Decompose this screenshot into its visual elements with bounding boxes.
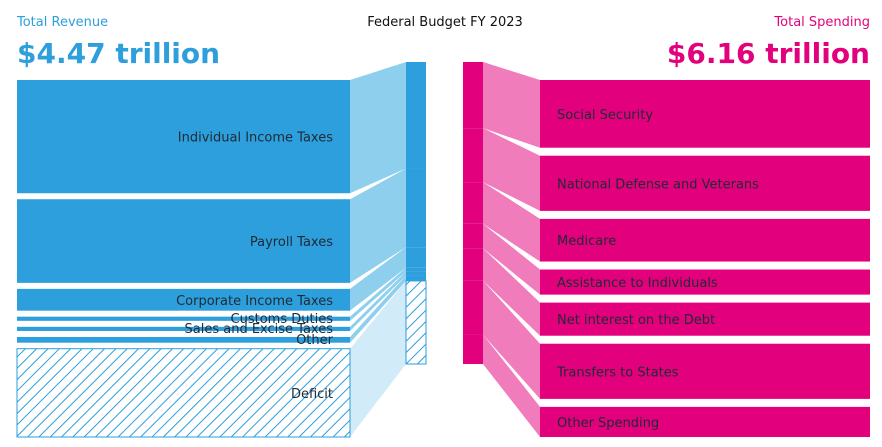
flow-assistance-to-individuals: [483, 223, 540, 295]
label-customs-duties: Customs Duties: [231, 312, 334, 327]
label-other: Other: [296, 333, 334, 348]
stack-national-defense-and-veterans: [463, 128, 483, 183]
stack-other: [406, 275, 426, 281]
bar-other: [17, 336, 350, 343]
bar-deficit: [16, 348, 351, 438]
label-transfers-to-states: Transfers to States: [556, 365, 679, 380]
bar-customs-duties: [17, 316, 350, 321]
stack-customs-duties: [406, 267, 426, 272]
bar-corporate-income-taxes: [17, 288, 350, 311]
stack-assistance-to-individuals: [463, 223, 483, 249]
flow-net-interest-on-the-debt: [483, 248, 540, 336]
flow-deficit: [350, 280, 406, 437]
bar-transfers-to-states: [540, 343, 870, 399]
flow-medicare: [483, 182, 540, 262]
category-labels: Individual Income Taxes Payroll Taxes Corp…: [176, 108, 759, 431]
label-other-spending: Other Spending: [557, 416, 659, 431]
label-national-defense-and-veterans: National Defense and Veterans: [557, 177, 759, 192]
stack-other-spending: [463, 334, 483, 364]
bar-net-interest-on-the-debt: [540, 302, 870, 336]
label-medicare: Medicare: [557, 234, 616, 249]
stack-corporate-income-taxes: [406, 247, 426, 268]
stack-individual-income-taxes: [406, 62, 426, 169]
label-net-interest-on-the-debt: Net interest on the Debt: [557, 313, 715, 328]
stack-deficit: [405, 280, 427, 365]
label-individual-income-taxes: Individual Income Taxes: [178, 131, 333, 146]
bar-payroll-taxes: [17, 199, 350, 283]
label-corporate-income-taxes: Corporate Income Taxes: [176, 294, 333, 309]
chart-title: Federal Budget FY 2023: [367, 15, 523, 30]
flow-other: [350, 275, 406, 343]
stack-medicare: [463, 182, 483, 224]
flow-other-spending: [483, 334, 540, 437]
bar-national-defense-and-veterans: [540, 155, 870, 211]
stack-payroll-taxes: [406, 168, 426, 248]
spending-flows: [483, 62, 540, 437]
flow-payroll-taxes: [350, 168, 406, 283]
stack-sales-and-excise-taxes: [406, 271, 426, 276]
stack-transfers-to-states: [463, 280, 483, 335]
total-revenue-value: $4.47 trillion: [17, 37, 220, 70]
total-revenue-label: Total Revenue: [16, 15, 108, 30]
spending-bars: [463, 62, 870, 437]
flow-individual-income-taxes: [350, 62, 406, 194]
bar-other-spending: [540, 406, 870, 437]
bar-sales-and-excise-taxes: [17, 326, 350, 331]
bar-individual-income-taxes: [17, 80, 350, 194]
total-spending-value: $6.16 trillion: [667, 37, 870, 70]
label-payroll-taxes: Payroll Taxes: [250, 235, 333, 250]
stack-net-interest-on-the-debt: [463, 248, 483, 281]
flow-sales-and-excise-taxes: [350, 271, 406, 331]
label-sales-and-excise-taxes: Sales and Excise Taxes: [185, 322, 334, 337]
flow-corporate-income-taxes: [350, 247, 406, 311]
flow-national-defense-and-veterans: [483, 128, 540, 211]
stack-social-security: [463, 62, 483, 129]
revenue-bars: [16, 62, 427, 438]
bar-assistance-to-individuals: [540, 269, 870, 295]
label-deficit: Deficit: [291, 387, 333, 402]
revenue-flows: [350, 62, 406, 437]
flow-transfers-to-states: [483, 280, 540, 399]
label-social-security: Social Security: [557, 108, 653, 123]
flow-customs-duties: [350, 267, 406, 321]
label-assistance-to-individuals: Assistance to Individuals: [557, 276, 718, 291]
total-spending-label: Total Spending: [773, 15, 870, 30]
flow-social-security: [483, 62, 540, 148]
bar-medicare: [540, 218, 870, 262]
bar-social-security: [540, 80, 870, 148]
